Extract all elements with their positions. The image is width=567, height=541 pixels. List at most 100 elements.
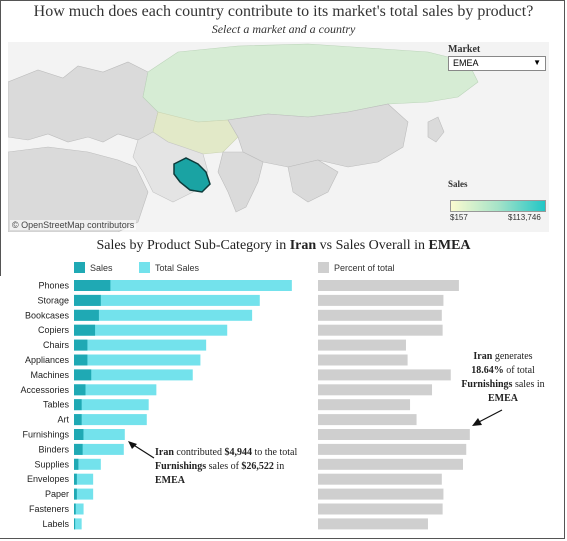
left-category-label-paper: Paper bbox=[45, 489, 69, 499]
bar-sales-bookcases bbox=[74, 309, 99, 321]
left-category-label-envelopes: Envelopes bbox=[27, 474, 70, 484]
bar-percent-furnishings bbox=[318, 429, 470, 440]
india-region[interactable] bbox=[217, 151, 264, 213]
bar-total-sales-envelopes bbox=[74, 473, 94, 485]
bar-total-sales-supplies bbox=[74, 458, 101, 470]
left-annotation-t1: contributed bbox=[173, 447, 225, 458]
bar-sales-appliances bbox=[74, 354, 88, 366]
legend-percent-label: Percent of total bbox=[334, 262, 395, 273]
bar-total-sales-phones bbox=[74, 280, 292, 291]
bar-percent-chairs bbox=[318, 339, 406, 351]
iran-country[interactable] bbox=[173, 157, 211, 193]
legend-sales-label: Sales bbox=[90, 262, 113, 273]
bar-percent-envelopes bbox=[318, 473, 442, 485]
left-category-label-appliances: Appliances bbox=[25, 355, 70, 365]
bar-percent-supplies bbox=[318, 458, 463, 470]
right-annotation-pct: 18.64% bbox=[471, 365, 504, 376]
left-category-label-chairs: Chairs bbox=[43, 340, 70, 350]
bar-total-sales-fasteners bbox=[74, 503, 84, 515]
bar-sales-binders bbox=[74, 443, 83, 455]
left-category-label-machines: Machines bbox=[30, 370, 69, 380]
bar-sales-labels bbox=[74, 518, 76, 530]
bar-sales-art bbox=[74, 414, 82, 426]
bar-percent-fasteners bbox=[318, 503, 443, 515]
bar-percent-phones bbox=[318, 280, 459, 291]
legend-sales[interactable]: Sales bbox=[74, 262, 113, 273]
world-map[interactable]: © OpenStreetMap contributors Market EMEA… bbox=[8, 42, 549, 232]
bar-sales-phones bbox=[74, 280, 111, 291]
bar-percent-storage bbox=[318, 294, 444, 306]
percent-bar-chart[interactable]: 5.00%10.00%15.00%20.00%25.00% bbox=[312, 276, 552, 538]
left-annotation-market: EMEA bbox=[155, 475, 185, 486]
left-annotation-amount: $4,944 bbox=[224, 447, 252, 458]
right-annotation-t1: generates bbox=[492, 351, 533, 362]
bar-total-sales-appliances bbox=[74, 354, 201, 366]
left-category-label-supplies: Supplies bbox=[34, 459, 69, 469]
left-category-label-bookcases: Bookcases bbox=[25, 310, 70, 320]
sales-bar-chart[interactable]: Phones Storage Bookcases Copiers Chairs Appli… bbox=[0, 276, 310, 538]
left-annotation-total: $26,522 bbox=[241, 461, 274, 472]
bar-sales-tables bbox=[74, 399, 82, 411]
sales-color-gradient bbox=[450, 200, 546, 212]
bar-total-sales-bookcases bbox=[74, 309, 253, 321]
bar-total-sales-chairs bbox=[74, 339, 207, 351]
market-dropdown-value: EMEA bbox=[453, 58, 479, 68]
right-annotation-market: EMEA bbox=[488, 393, 518, 404]
right-annotation: Iran generates 18.64% of total Furnishin… bbox=[456, 350, 550, 406]
bar-percent-machines bbox=[318, 369, 451, 381]
left-category-label-accessories: Accessories bbox=[20, 385, 69, 395]
left-annotation-t3: sales of bbox=[206, 461, 242, 472]
page-title: How much does each country contribute to… bbox=[33, 3, 534, 20]
section-title-market: EMEA bbox=[428, 238, 471, 253]
right-annotation-category: Furnishings bbox=[461, 379, 513, 390]
bar-sales-copiers bbox=[74, 324, 96, 336]
bar-total-sales-tables bbox=[74, 399, 149, 411]
bar-percent-appliances bbox=[318, 354, 408, 366]
bar-percent-tables bbox=[318, 399, 411, 411]
page-subtitle: Select a market and a country bbox=[211, 22, 356, 36]
legend-percent[interactable]: Percent of total bbox=[318, 262, 395, 273]
map-attribution[interactable]: © OpenStreetMap contributors bbox=[10, 220, 137, 230]
bar-percent-labels bbox=[318, 518, 428, 530]
bar-sales-paper bbox=[74, 488, 77, 500]
bar-sales-envelopes bbox=[74, 473, 77, 485]
bar-total-sales-labels bbox=[74, 518, 82, 530]
legend-total-sales[interactable]: Total Sales bbox=[139, 262, 199, 273]
bar-percent-copiers bbox=[318, 324, 443, 336]
bar-percent-paper bbox=[318, 488, 444, 500]
bar-percent-binders bbox=[318, 443, 467, 455]
bar-sales-chairs bbox=[74, 339, 88, 351]
left-category-label-binders: Binders bbox=[38, 444, 69, 454]
left-annotation: Iran contributed $4,944 to the total Fur… bbox=[155, 446, 315, 488]
japan-region[interactable] bbox=[427, 116, 445, 143]
bar-sales-fasteners bbox=[74, 503, 76, 515]
left-annotation-t2: to the total bbox=[251, 447, 298, 458]
left-category-label-furnishings: Furnishings bbox=[22, 430, 69, 440]
europe-region[interactable] bbox=[8, 61, 159, 143]
legend-total-sales-swatch bbox=[139, 262, 150, 273]
bar-percent-art bbox=[318, 414, 417, 426]
sales-legend-min: $157 bbox=[450, 213, 468, 222]
bar-sales-machines bbox=[74, 369, 92, 381]
sales-legend-max: $113,746 bbox=[508, 213, 541, 222]
section-title-middle: vs Sales Overall in bbox=[316, 238, 429, 253]
left-category-label-fasteners: Fasteners bbox=[29, 504, 70, 514]
right-annotation-t2: of total bbox=[503, 365, 535, 376]
africa-region[interactable] bbox=[8, 146, 149, 232]
bar-sales-furnishings bbox=[74, 429, 84, 440]
southeast-asia-region[interactable] bbox=[287, 159, 339, 203]
chevron-down-icon: ▼ bbox=[533, 58, 541, 67]
bar-total-sales-machines bbox=[74, 369, 193, 381]
legend-total-sales-label: Total Sales bbox=[155, 262, 200, 273]
right-annotation-t3: sales in bbox=[512, 379, 545, 390]
left-annotation-arrow bbox=[128, 441, 155, 459]
legend-percent-swatch bbox=[318, 262, 329, 273]
left-annotation-country: Iran bbox=[155, 447, 174, 458]
market-dropdown[interactable]: EMEA ▼ bbox=[448, 56, 546, 71]
section-title-country: Iran bbox=[289, 238, 317, 253]
bar-total-sales-copiers bbox=[74, 324, 228, 336]
bar-sales-supplies bbox=[74, 458, 79, 470]
left-category-label-labels: Labels bbox=[42, 519, 69, 529]
left-category-label-storage: Storage bbox=[37, 295, 69, 305]
